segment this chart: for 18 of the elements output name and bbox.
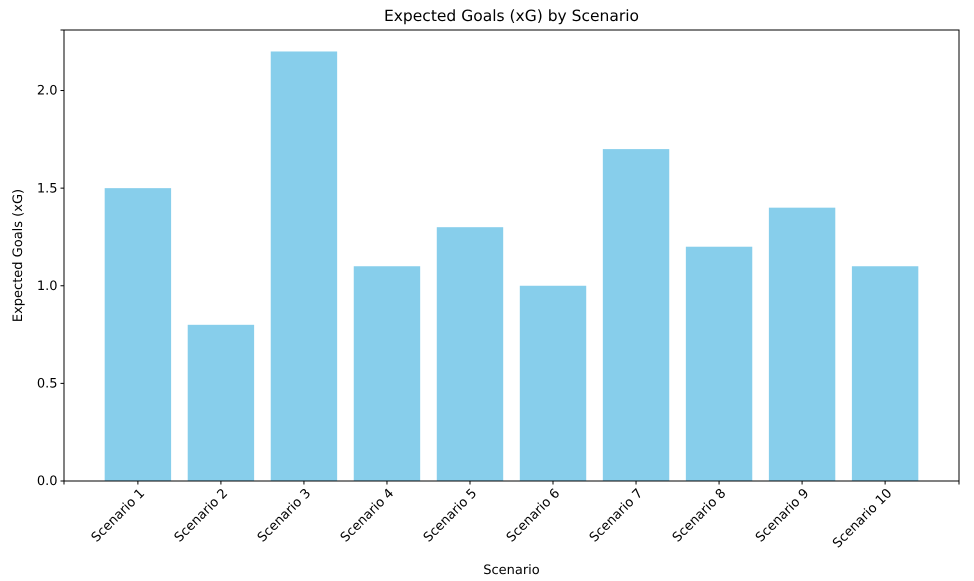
bar xyxy=(188,324,254,481)
bar xyxy=(436,227,504,481)
bar xyxy=(104,188,172,481)
y-tick-label: 2.0 xyxy=(36,84,58,99)
y-tick-label: 0.5 xyxy=(36,376,58,392)
bar xyxy=(602,149,670,481)
y-tick-label: 0.0 xyxy=(36,474,58,490)
bar xyxy=(520,286,586,481)
y-axis-title: Expected Goals (xG) xyxy=(11,188,26,322)
x-axis-title: Scenario xyxy=(483,563,540,578)
bar xyxy=(852,266,918,481)
bar xyxy=(270,51,338,481)
bar xyxy=(354,266,420,481)
bar xyxy=(686,246,752,481)
chart-title: Expected Goals (xG) by Scenario xyxy=(384,7,640,25)
y-tick-label: 1.0 xyxy=(36,278,58,294)
bar xyxy=(768,208,836,481)
y-tick-label: 1.5 xyxy=(36,181,58,196)
